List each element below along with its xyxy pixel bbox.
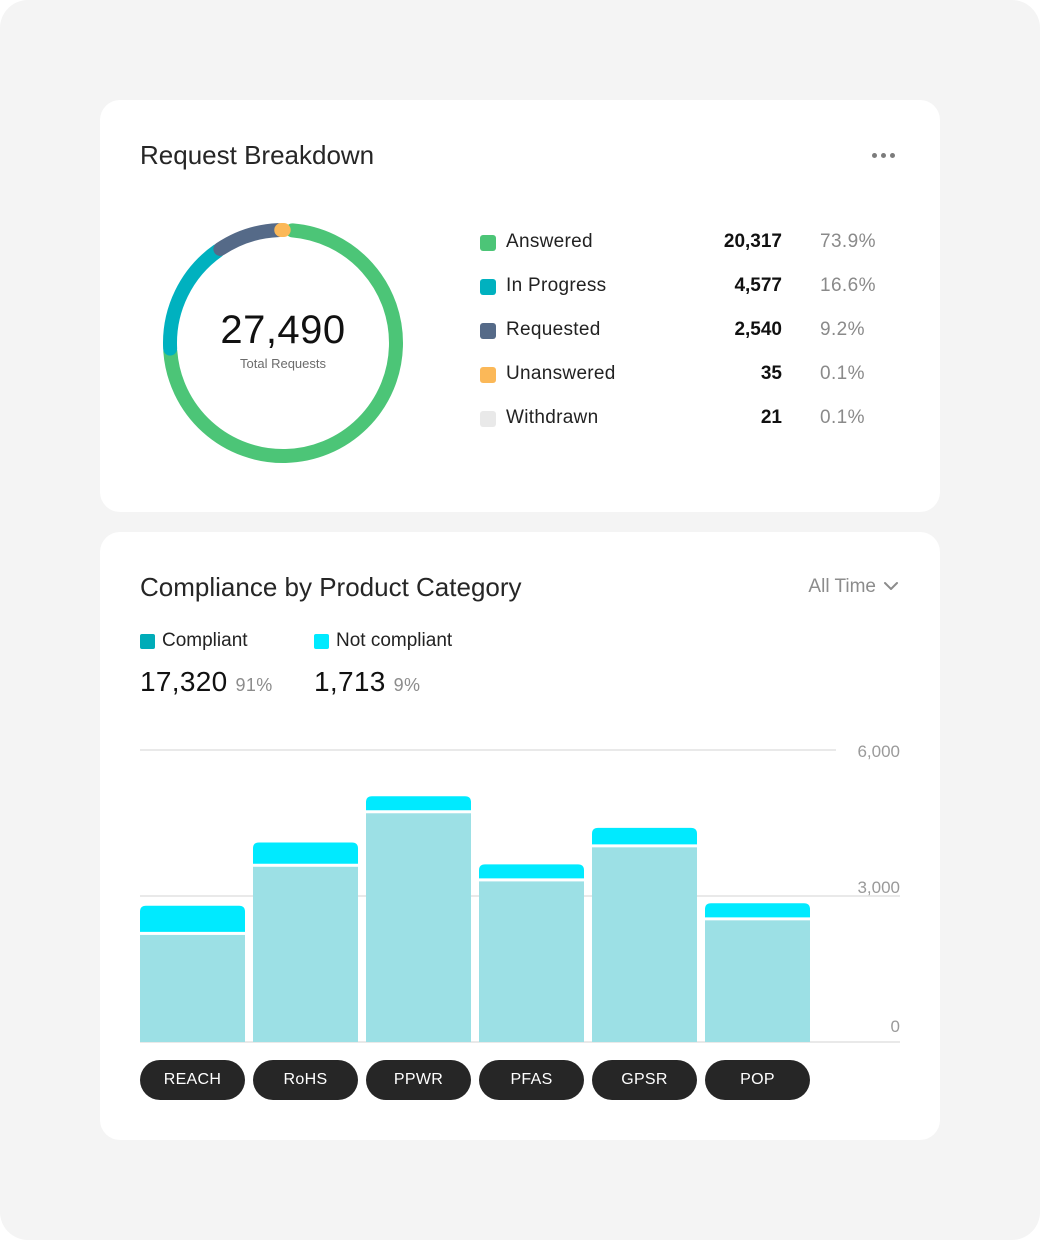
bar-compliant-pop [705, 920, 810, 1042]
legend-percent: 0.1% [820, 363, 865, 384]
legend-percent: 73.9% [820, 231, 876, 252]
y-tick-label: 0 [891, 1017, 900, 1036]
y-tick-label: 3,000 [857, 878, 900, 897]
legend-percent: 9.2% [820, 319, 865, 340]
compliance-title: Compliance by Product Category [140, 572, 522, 602]
not-compliant-pct: 9% [393, 675, 421, 695]
bar-not-compliant-rohs [253, 842, 358, 864]
time-range-select[interactable]: All Time [808, 576, 900, 600]
legend-row-unanswered: Unanswered 35 0.1% [480, 362, 900, 388]
compliant-swatch [140, 634, 155, 649]
category-pill-rohs[interactable]: RoHS [253, 1060, 358, 1100]
bar-not-compliant-gpsr [592, 827, 697, 845]
category-pill-gpsr[interactable]: GPSR [592, 1060, 697, 1100]
compliant-pct: 91% [235, 675, 273, 695]
bar-not-compliant-reach [140, 905, 245, 932]
legend-row-requested: Requested 2,540 9.2% [480, 318, 900, 344]
bar-compliant-ppwr [366, 813, 471, 1042]
legend-label: Withdrawn [506, 407, 599, 428]
bar-not-compliant-pop [705, 903, 810, 918]
donut-segment-answered [163, 223, 403, 463]
compliance-card: Compliance by Product Category All Time … [100, 532, 940, 1140]
more-options-icon[interactable] [872, 152, 896, 160]
category-pill-reach[interactable]: REACH [140, 1060, 245, 1100]
bar-compliant-gpsr [592, 847, 697, 1042]
legend-row-withdrawn: Withdrawn 21 0.1% [480, 406, 900, 432]
compliance-bar-chart: 6,000 3,000 0 REACH RoHS PPWR PFAS GPSR POP [140, 732, 900, 1112]
compliant-metric: Compliant 17,320 91% [140, 630, 273, 698]
total-requests-value: 27,490 [220, 307, 346, 352]
bar-compliant-rohs [253, 866, 358, 1042]
legend-row-in-progress: In Progress 4,577 16.6% [480, 274, 900, 300]
bar-not-compliant-ppwr [366, 796, 471, 811]
request-breakdown-title: Request Breakdown [140, 140, 375, 170]
y-tick-label: 6,000 [857, 742, 900, 761]
bar-compliant-reach [140, 934, 245, 1042]
bar-compliant-pfas [479, 881, 584, 1042]
not-compliant-label: Not compliant [336, 630, 453, 651]
legend-swatch [480, 411, 496, 427]
legend-row-answered: Answered 20,317 73.9% [480, 230, 900, 256]
legend-count: 4,577 [734, 275, 782, 296]
legend-percent: 0.1% [820, 407, 865, 428]
legend-label: Requested [506, 319, 601, 340]
request-breakdown-card: Request Breakdown 27,490 Total Requests … [100, 100, 940, 512]
legend-label: Answered [506, 231, 593, 252]
legend-label: In Progress [506, 275, 607, 296]
chevron-down-icon [884, 582, 898, 590]
time-range-label: All Time [808, 576, 876, 597]
not-compliant-count: 1,713 [314, 666, 386, 697]
requests-donut-chart: 27,490 Total Requests [160, 220, 406, 466]
donut-segment-requested [213, 223, 286, 256]
legend-count: 20,317 [723, 231, 782, 252]
compliant-label: Compliant [162, 630, 248, 651]
category-pill-ppwr[interactable]: PPWR [366, 1060, 471, 1100]
total-requests-label: Total Requests [240, 355, 326, 371]
donut-center: 27,490 Total Requests [160, 220, 406, 466]
donut-segment-in-progress [163, 243, 225, 356]
compliant-count: 17,320 [140, 666, 228, 697]
legend-swatch [480, 279, 496, 295]
category-pill-pop[interactable]: POP [705, 1060, 810, 1100]
legend-count: 35 [760, 363, 782, 384]
legend-swatch [480, 367, 496, 383]
legend-label: Unanswered [506, 363, 616, 384]
not-compliant-metric: Not compliant 1,713 9% [314, 630, 452, 698]
bar-not-compliant-pfas [479, 864, 584, 879]
legend-count: 2,540 [734, 319, 782, 340]
legend-swatch [480, 323, 496, 339]
legend-count: 21 [760, 407, 782, 428]
category-pill-pfas[interactable]: PFAS [479, 1060, 584, 1100]
legend-swatch [480, 235, 496, 251]
not-compliant-swatch [314, 634, 329, 649]
legend-percent: 16.6% [820, 275, 876, 296]
